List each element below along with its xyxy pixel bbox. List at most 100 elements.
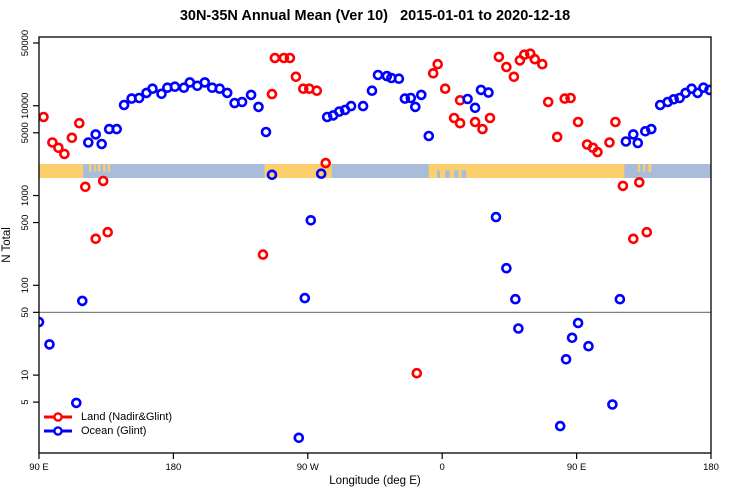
data-point-land: [454, 117, 466, 129]
data-point-land: [572, 116, 584, 128]
map-strip-ocean-notch: [445, 170, 450, 178]
data-point-land: [74, 117, 85, 129]
data-point-land: [439, 83, 451, 94]
data-point-ocean: [409, 101, 421, 113]
x-tick-label: 90 W: [297, 462, 319, 473]
data-point-ocean: [554, 420, 566, 432]
data-point-land: [559, 93, 571, 104]
data-point-land: [90, 233, 101, 245]
data-point-land: [477, 123, 488, 135]
x-tick-label: 90 E: [29, 462, 49, 473]
data-point-land: [102, 226, 113, 238]
data-point-land: [641, 226, 653, 238]
data-point-ocean: [133, 92, 145, 104]
legend-item-ocean: Ocean (Glint): [42, 424, 172, 438]
data-point-land: [484, 112, 496, 124]
data-point-ocean: [692, 87, 703, 99]
data-point-land: [297, 83, 309, 94]
data-point-ocean: [345, 100, 357, 112]
data-point-land: [536, 58, 548, 70]
data-point-land: [432, 58, 444, 70]
data-point-land: [469, 116, 481, 128]
data-point-land: [80, 181, 91, 193]
data-point-land: [551, 131, 563, 143]
data-point-ocean: [156, 88, 167, 100]
data-point-ocean: [90, 129, 101, 140]
data-point-land: [290, 71, 302, 83]
land-series: [39, 48, 653, 379]
data-point-ocean: [83, 137, 94, 148]
data-point-ocean: [415, 89, 427, 101]
data-point-land: [617, 180, 629, 192]
y-tick-label: 10: [20, 370, 31, 381]
data-point-ocean: [111, 123, 122, 135]
data-point-ocean: [462, 93, 473, 105]
map-strip-ocean-notch: [436, 170, 440, 178]
data-point-ocean: [321, 111, 333, 123]
data-point-ocean: [469, 102, 481, 114]
data-point-ocean: [333, 106, 345, 117]
legend-label-ocean: Ocean (Glint): [81, 425, 147, 437]
data-point-land: [257, 249, 269, 260]
data-point-land: [53, 142, 64, 154]
y-tick-label: 10000: [20, 93, 31, 119]
y-tick-label: 1000: [20, 185, 31, 206]
data-point-ocean: [423, 130, 435, 142]
data-point-land: [529, 53, 541, 65]
data-point-land: [411, 367, 423, 379]
map-strip-land-segment: [428, 164, 625, 178]
data-point-ocean: [510, 293, 521, 305]
data-point-land: [448, 112, 460, 124]
data-point-land: [47, 137, 58, 148]
data-points: [39, 48, 711, 444]
data-point-ocean: [214, 83, 225, 94]
data-point-land: [542, 96, 554, 108]
data-point-ocean: [245, 89, 257, 101]
data-point-ocean: [199, 77, 211, 88]
y-tick-label: 50: [20, 307, 31, 318]
map-strip-land-speckle: [89, 164, 92, 172]
data-point-ocean: [620, 136, 632, 147]
data-point-land: [311, 85, 323, 96]
data-point-ocean: [71, 397, 82, 409]
data-point-land: [627, 233, 639, 245]
data-point-ocean: [305, 215, 317, 226]
map-strip-land-speckle: [97, 164, 101, 172]
data-point-land: [269, 52, 281, 64]
data-point-ocean: [645, 123, 657, 135]
data-point-ocean: [704, 84, 711, 96]
data-point-ocean: [490, 211, 502, 223]
data-point-ocean: [627, 129, 639, 140]
x-axis-title: Longitude (deg E): [329, 475, 421, 487]
data-point-ocean: [293, 432, 305, 444]
y-tick-label: 5000: [20, 122, 31, 143]
data-point-ocean: [366, 85, 378, 96]
map-strip-land-speckle: [648, 164, 652, 172]
data-point-ocean: [399, 93, 411, 104]
data-point-land: [320, 157, 332, 169]
data-point-ocean: [372, 69, 384, 81]
map-strip-ocean-notch: [454, 170, 459, 178]
map-strip-land-speckle: [107, 164, 110, 172]
data-point-ocean: [118, 99, 130, 111]
x-tick-label: 0: [440, 462, 445, 473]
x-tick-label: 180: [165, 462, 181, 473]
y-tick-label: 5: [20, 399, 31, 404]
data-point-ocean: [614, 293, 626, 305]
data-point-ocean: [96, 138, 107, 150]
data-point-ocean: [393, 73, 405, 84]
plot-border: [38, 36, 712, 454]
data-point-ocean: [583, 340, 594, 352]
map-strip-land-segment: [264, 164, 332, 178]
data-point-land: [39, 111, 49, 123]
data-point-ocean: [169, 81, 181, 92]
data-point-ocean: [178, 82, 190, 93]
data-point-ocean: [44, 339, 55, 350]
data-point-land: [610, 116, 621, 128]
data-point-land: [604, 137, 615, 148]
chart-title: 30N-35N Annual Mean (Ver 10) 2015-01-01 …: [179, 8, 571, 24]
y-tick-label: 50000: [20, 30, 31, 56]
data-point-land: [518, 49, 530, 61]
data-point-ocean: [632, 137, 644, 149]
